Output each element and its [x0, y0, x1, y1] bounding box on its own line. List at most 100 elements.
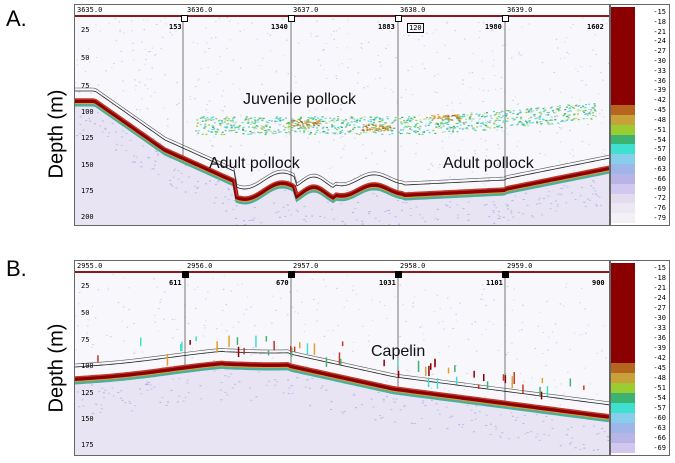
seabed-band: [75, 360, 609, 416]
noise-speck: [158, 308, 160, 310]
juvenile-pollock-echo: [380, 118, 383, 120]
sub-bottom-speck: [227, 189, 230, 191]
sub-bottom-speck: [244, 224, 247, 225]
juvenile-pollock-strong-echo: [459, 118, 462, 120]
noise-speck: [387, 24, 390, 26]
juvenile-pollock-strong-echo: [315, 123, 318, 125]
juvenile-pollock-echo: [255, 127, 258, 129]
sub-bottom-speck: [148, 382, 150, 384]
noise-speck: [187, 284, 189, 286]
juvenile-pollock-echo: [256, 125, 259, 128]
noise-speck: [145, 58, 147, 60]
noise-speck: [403, 34, 405, 36]
noise-speck: [173, 365, 176, 366]
juvenile-pollock-echo: [299, 131, 301, 133]
juvenile-pollock-echo: [576, 109, 579, 111]
sub-bottom-speck: [522, 199, 525, 200]
juvenile-pollock-echo: [466, 114, 469, 116]
sub-bottom-speck: [282, 206, 285, 208]
juvenile-pollock-echo: [532, 110, 535, 112]
juvenile-pollock-strong-echo: [316, 122, 319, 124]
noise-speck: [455, 319, 457, 321]
juvenile-pollock-echo: [261, 127, 264, 129]
sub-bottom-speck: [461, 426, 464, 428]
juvenile-pollock-echo: [543, 111, 545, 113]
noise-speck: [240, 345, 242, 347]
noise-speck: [367, 85, 369, 87]
juvenile-pollock-echo: [333, 133, 336, 135]
noise-speck: [317, 302, 320, 304]
noise-speck: [303, 330, 306, 332]
juvenile-pollock-echo: [309, 121, 312, 124]
noise-speck: [491, 50, 494, 52]
noise-speck: [153, 278, 155, 280]
sub-bottom-speck: [121, 399, 124, 401]
juvenile-pollock-echo: [317, 117, 319, 119]
sub-bottom-speck: [549, 208, 552, 210]
juvenile-pollock-echo: [572, 114, 575, 116]
noise-speck: [521, 26, 523, 28]
juvenile-pollock-echo: [408, 132, 411, 135]
sub-bottom-speck: [554, 210, 557, 212]
juvenile-pollock-echo: [431, 119, 434, 121]
juvenile-pollock-echo: [278, 118, 281, 120]
juvenile-pollock-echo: [519, 109, 521, 111]
sub-bottom-speck: [323, 216, 326, 218]
noise-speck: [320, 124, 323, 126]
ping-count: 1980: [485, 23, 502, 31]
juvenile-pollock-echo: [524, 120, 527, 122]
juvenile-pollock-echo: [408, 116, 410, 118]
sub-bottom-speck: [178, 378, 181, 380]
juvenile-pollock-echo: [369, 116, 372, 118]
noise-speck: [285, 135, 287, 137]
noise-speck: [592, 49, 594, 51]
noise-speck: [153, 314, 156, 316]
noise-speck: [493, 59, 495, 61]
juvenile-pollock-echo: [529, 122, 532, 124]
juvenile-pollock-echo: [271, 131, 274, 134]
juvenile-pollock-echo: [572, 107, 574, 109]
noise-speck: [580, 80, 582, 82]
juvenile-pollock-echo: [343, 120, 345, 122]
noise-speck: [340, 156, 343, 158]
juvenile-pollock-echo: [268, 119, 271, 122]
juvenile-pollock-echo: [299, 117, 302, 119]
sub-bottom-speck: [95, 403, 98, 405]
juvenile-pollock-echo: [550, 107, 553, 109]
noise-speck: [307, 130, 309, 132]
noise-speck: [379, 301, 381, 303]
capelin-echo: [541, 378, 544, 384]
noise-speck: [154, 321, 157, 323]
sub-bottom-speck: [584, 206, 587, 207]
juvenile-pollock-echo: [467, 125, 470, 127]
noise-speck: [332, 30, 335, 32]
capelin-echo: [417, 360, 420, 372]
juvenile-pollock-strong-echo: [382, 126, 385, 128]
juvenile-pollock-echo: [326, 132, 329, 134]
sub-bottom-speck: [111, 122, 114, 124]
juvenile-pollock-echo: [441, 131, 444, 133]
noise-speck: [481, 334, 484, 336]
noise-speck: [222, 288, 225, 290]
sub-bottom-speck: [592, 193, 595, 195]
noise-speck: [588, 143, 590, 145]
juvenile-pollock-echo: [230, 126, 233, 128]
sub-bottom-speck: [216, 181, 219, 183]
noise-speck: [486, 149, 488, 151]
noise-speck: [542, 332, 545, 333]
juvenile-pollock-echo: [466, 128, 469, 130]
noise-speck: [204, 327, 206, 329]
juvenile-pollock-echo: [535, 107, 538, 110]
noise-speck: [123, 277, 126, 279]
noise-speck: [121, 320, 123, 322]
colorbar-swatch: [611, 183, 635, 194]
juvenile-pollock-echo: [506, 117, 509, 120]
juvenile-pollock-echo: [505, 115, 508, 117]
sub-bottom-speck: [284, 215, 287, 217]
noise-speck: [572, 155, 575, 157]
juvenile-pollock-echo: [409, 126, 412, 128]
juvenile-pollock-echo: [271, 133, 274, 135]
noise-speck: [243, 29, 245, 31]
juvenile-pollock-strong-echo: [386, 127, 389, 130]
sub-bottom-speck: [506, 205, 509, 207]
